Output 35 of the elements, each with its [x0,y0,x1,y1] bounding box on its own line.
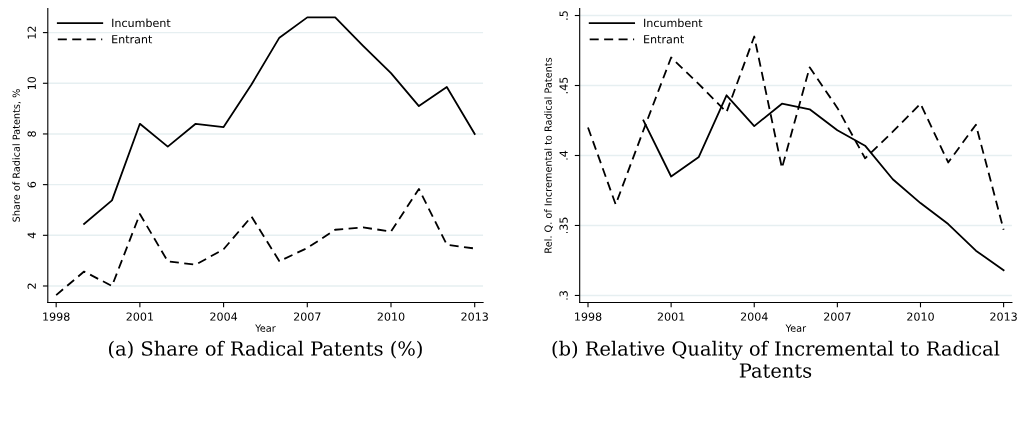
x-tick-label: 2007 [293,312,321,321]
text: (a) Share of Radical Patents (%) [109,340,422,359]
x-tick-label: 2010 [907,312,934,321]
text: (b) Relative Quality of Incremental to Radical Patents [552,340,1000,378]
y-tick-label: .45 [559,77,568,94]
line-series [55,188,476,297]
y-tick-label: 4 [27,232,36,239]
x-tick-label: 2007 [824,312,851,321]
x-tick-label: 1998 [575,312,602,321]
x-tick-label: 2001 [126,312,153,321]
legend-label: Incumbent [644,18,703,28]
legend-label: Entrant [112,35,153,44]
y-tick-label: 6 [27,181,36,188]
legend-label: Incumbent [112,18,171,28]
line-series [83,16,476,225]
y-tick-label: 10 [27,76,36,90]
y-tick-label: 8 [27,131,36,137]
y-tick-label: .3 [559,291,568,300]
x-tick-label: 2001 [657,312,685,321]
y-axis-title: Share of Radical Patents, % [12,89,21,222]
x-axis-title: Year [255,324,276,332]
x-tick-label: 2013 [461,312,488,321]
x-axis-title: Year [785,324,807,332]
y-tick-label: .4 [559,150,568,160]
y-axis-title: Rel. Q. of Incremental to Radical Patents [544,57,553,253]
legend-label: Entrant [644,35,684,44]
x-tick-label: 2010 [377,312,405,321]
y-tick-label: .5 [559,11,568,20]
x-tick-label: 2004 [210,312,238,321]
x-tick-label: 1998 [43,312,70,321]
y-tick-label: 2 [27,283,36,289]
y-tick-label: 12 [27,26,36,39]
x-tick-label: 2004 [740,312,768,321]
y-tick-label: .35 [559,217,568,234]
x-tick-label: 2013 [990,312,1017,321]
